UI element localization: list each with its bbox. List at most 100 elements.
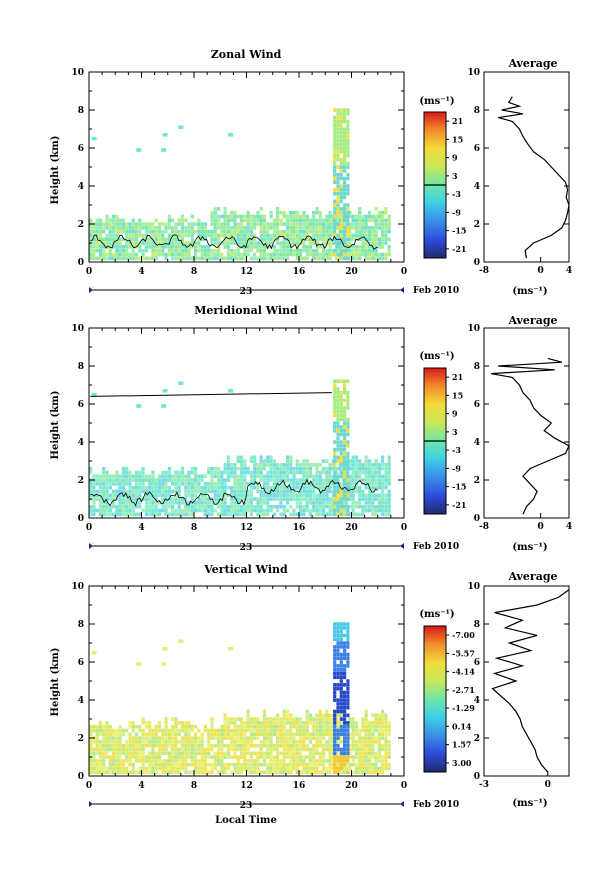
heat-cell bbox=[387, 470, 391, 475]
heat-cell bbox=[108, 222, 112, 226]
heat-cell bbox=[121, 743, 125, 748]
heat-cell bbox=[243, 508, 247, 513]
heat-cell bbox=[203, 762, 207, 767]
heat-cell bbox=[148, 755, 152, 759]
heat-cell bbox=[134, 256, 139, 261]
heat-cell bbox=[305, 218, 309, 223]
heat-cell bbox=[351, 455, 355, 460]
heat-cell bbox=[308, 736, 312, 740]
heat-cell bbox=[282, 736, 286, 740]
heat-cell bbox=[299, 508, 303, 513]
heat-cell bbox=[226, 493, 230, 498]
heat-cell bbox=[171, 501, 175, 505]
heat-cell bbox=[305, 501, 309, 505]
heat-cell bbox=[226, 736, 230, 740]
heat-cell bbox=[121, 229, 125, 234]
heat-cell bbox=[239, 747, 244, 752]
heat-cell bbox=[233, 478, 237, 482]
heat-cell bbox=[128, 233, 132, 238]
heat-cell bbox=[374, 214, 378, 219]
heat-cell bbox=[98, 256, 102, 261]
heat-cell bbox=[167, 501, 171, 505]
heat-cell bbox=[371, 755, 375, 759]
heat-cell bbox=[318, 770, 322, 775]
heat-cell bbox=[343, 142, 347, 147]
heat-cell bbox=[259, 256, 263, 261]
heat-cell bbox=[174, 721, 178, 725]
y-tick-label: 6 bbox=[78, 400, 84, 410]
heat-cell bbox=[136, 662, 142, 666]
heat-cell bbox=[312, 762, 316, 767]
heat-cell bbox=[105, 732, 109, 737]
heat-cell bbox=[285, 478, 290, 482]
heat-cell bbox=[343, 622, 347, 626]
heat-cell bbox=[239, 770, 244, 775]
heat-cell bbox=[220, 241, 224, 245]
heat-cell bbox=[118, 482, 122, 486]
heat-cell bbox=[335, 740, 339, 744]
heat-cell bbox=[213, 759, 217, 763]
heat-cell bbox=[223, 245, 227, 249]
heat-cell bbox=[285, 508, 290, 513]
heat-cell bbox=[387, 751, 391, 756]
heat-cell bbox=[381, 214, 385, 219]
heat-cell bbox=[285, 717, 290, 721]
heat-cell bbox=[190, 229, 194, 234]
heat-cell bbox=[239, 214, 244, 219]
heat-cell bbox=[346, 455, 350, 460]
x-tick-label: 8 bbox=[191, 781, 197, 791]
heat-cell bbox=[318, 728, 322, 733]
heat-cell bbox=[339, 629, 343, 634]
heat-cell bbox=[302, 504, 306, 509]
heat-cell bbox=[346, 233, 350, 238]
heat-cell bbox=[339, 686, 343, 691]
heat-cell bbox=[279, 504, 283, 509]
heat-cell bbox=[358, 222, 362, 226]
heat-cell bbox=[333, 721, 337, 725]
heat-cell bbox=[336, 489, 340, 494]
heat-cell bbox=[223, 233, 227, 238]
heat-cell bbox=[167, 233, 171, 238]
heat-cell bbox=[203, 728, 207, 733]
heat-cell bbox=[272, 226, 276, 230]
heat-cell bbox=[348, 459, 352, 463]
heat-cell bbox=[364, 759, 368, 763]
heat-cell bbox=[148, 222, 152, 226]
heat-cell bbox=[279, 721, 283, 725]
heat-cell bbox=[223, 229, 227, 234]
heat-cell bbox=[210, 470, 214, 475]
heat-cell bbox=[295, 504, 299, 509]
heat-cell bbox=[151, 485, 155, 490]
heat-cell bbox=[167, 466, 171, 471]
heat-cell bbox=[190, 233, 194, 238]
heat-cell bbox=[233, 717, 237, 721]
heat-cell bbox=[157, 474, 162, 479]
heat-cell bbox=[269, 736, 273, 740]
heat-cell bbox=[322, 229, 326, 234]
heat-cell bbox=[302, 736, 306, 740]
heat-cell bbox=[213, 237, 217, 242]
heat-cell bbox=[246, 770, 250, 775]
heat-cell bbox=[210, 747, 214, 752]
heat-cell bbox=[151, 237, 155, 242]
heat-cell bbox=[289, 713, 293, 718]
heat-cell bbox=[312, 743, 316, 748]
heat-cell bbox=[230, 762, 234, 767]
heat-cell bbox=[105, 252, 109, 257]
heat-cell bbox=[213, 755, 217, 759]
heat-cell bbox=[289, 755, 293, 759]
heat-cell bbox=[213, 210, 217, 215]
heat-cell bbox=[346, 645, 350, 649]
heat-cell bbox=[312, 226, 316, 230]
heat-cell bbox=[161, 148, 167, 152]
heat-cell bbox=[236, 459, 240, 463]
heat-cell bbox=[187, 256, 191, 261]
heat-cell bbox=[236, 256, 240, 261]
heat-cell bbox=[125, 751, 129, 756]
heat-cell bbox=[121, 222, 125, 226]
heat-cell bbox=[282, 751, 286, 756]
heat-cell bbox=[171, 504, 175, 509]
heat-cell bbox=[387, 489, 391, 494]
heat-cell bbox=[197, 245, 201, 249]
